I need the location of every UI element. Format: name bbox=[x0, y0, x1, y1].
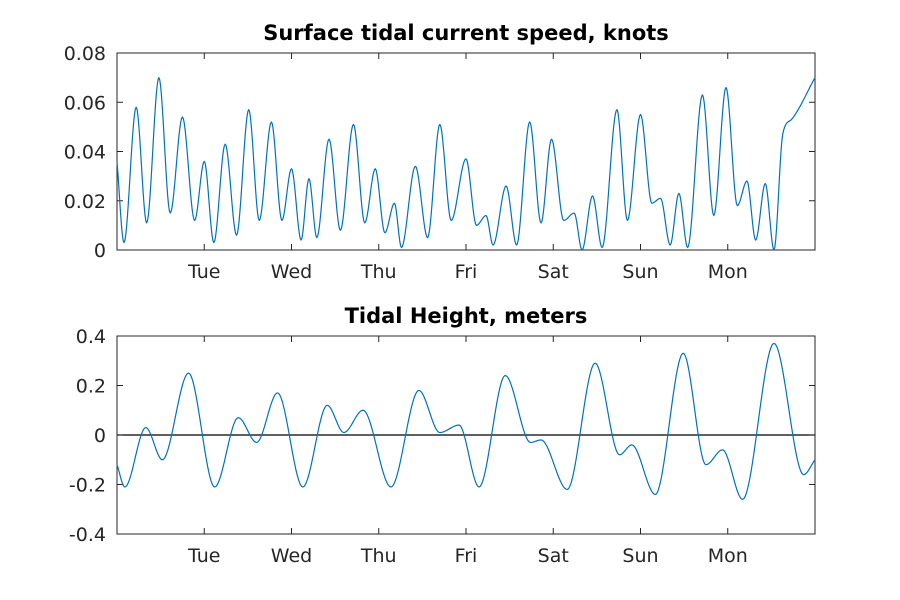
y-tick-label: 0.2 bbox=[76, 376, 106, 398]
y-axis: -0.4 -0.2 0 0.2 0.4 bbox=[69, 326, 815, 546]
y-tick-label: 0.04 bbox=[64, 142, 106, 164]
tidal-height-panel: Tidal Height, meters -0.4 -0.2 0 0.2 0.4 Tue… bbox=[69, 304, 816, 567]
x-tick-label: Mon bbox=[708, 545, 748, 567]
y-tick-label: -0.2 bbox=[69, 475, 106, 497]
chart-title: Tidal Height, meters bbox=[345, 304, 588, 328]
x-tick-label: Fri bbox=[455, 261, 478, 283]
x-tick-label: Sun bbox=[622, 261, 658, 283]
y-tick-label: 0.02 bbox=[64, 191, 106, 213]
x-tick-label: Sun bbox=[622, 545, 658, 567]
x-axis: Tue Wed Thu Fri Sat Sun Mon bbox=[187, 336, 748, 567]
y-tick-label: 0.4 bbox=[76, 326, 106, 348]
y-axis: 0 0.02 0.04 0.06 0.08 bbox=[64, 43, 815, 262]
x-tick-label: Fri bbox=[455, 545, 478, 567]
y-tick-label: 0 bbox=[94, 240, 106, 262]
current-speed-panel: Surface tidal current speed, knots 0 0.02… bbox=[64, 21, 816, 283]
x-tick-label: Thu bbox=[360, 545, 397, 567]
x-tick-label: Wed bbox=[271, 545, 312, 567]
series-line-tidal-height bbox=[116, 342, 816, 500]
y-tick-label: 0 bbox=[94, 425, 106, 447]
x-tick-label: Wed bbox=[271, 261, 312, 283]
y-tick-label: -0.4 bbox=[69, 524, 106, 546]
x-axis: Tue Wed Thu Fri Sat Sun Mon bbox=[187, 53, 748, 283]
plot-area bbox=[116, 52, 816, 251]
x-tick-label: Mon bbox=[708, 261, 748, 283]
x-tick-label: Thu bbox=[360, 261, 397, 283]
y-tick-label: 0.08 bbox=[64, 43, 106, 65]
y-tick-label: 0.06 bbox=[64, 92, 106, 114]
x-tick-label: Sat bbox=[538, 261, 569, 283]
chart-title: Surface tidal current speed, knots bbox=[263, 21, 669, 45]
x-tick-label: Tue bbox=[187, 545, 220, 567]
x-tick-label: Sat bbox=[538, 545, 569, 567]
x-tick-label: Tue bbox=[187, 261, 220, 283]
series-line-current-speed bbox=[116, 77, 816, 251]
